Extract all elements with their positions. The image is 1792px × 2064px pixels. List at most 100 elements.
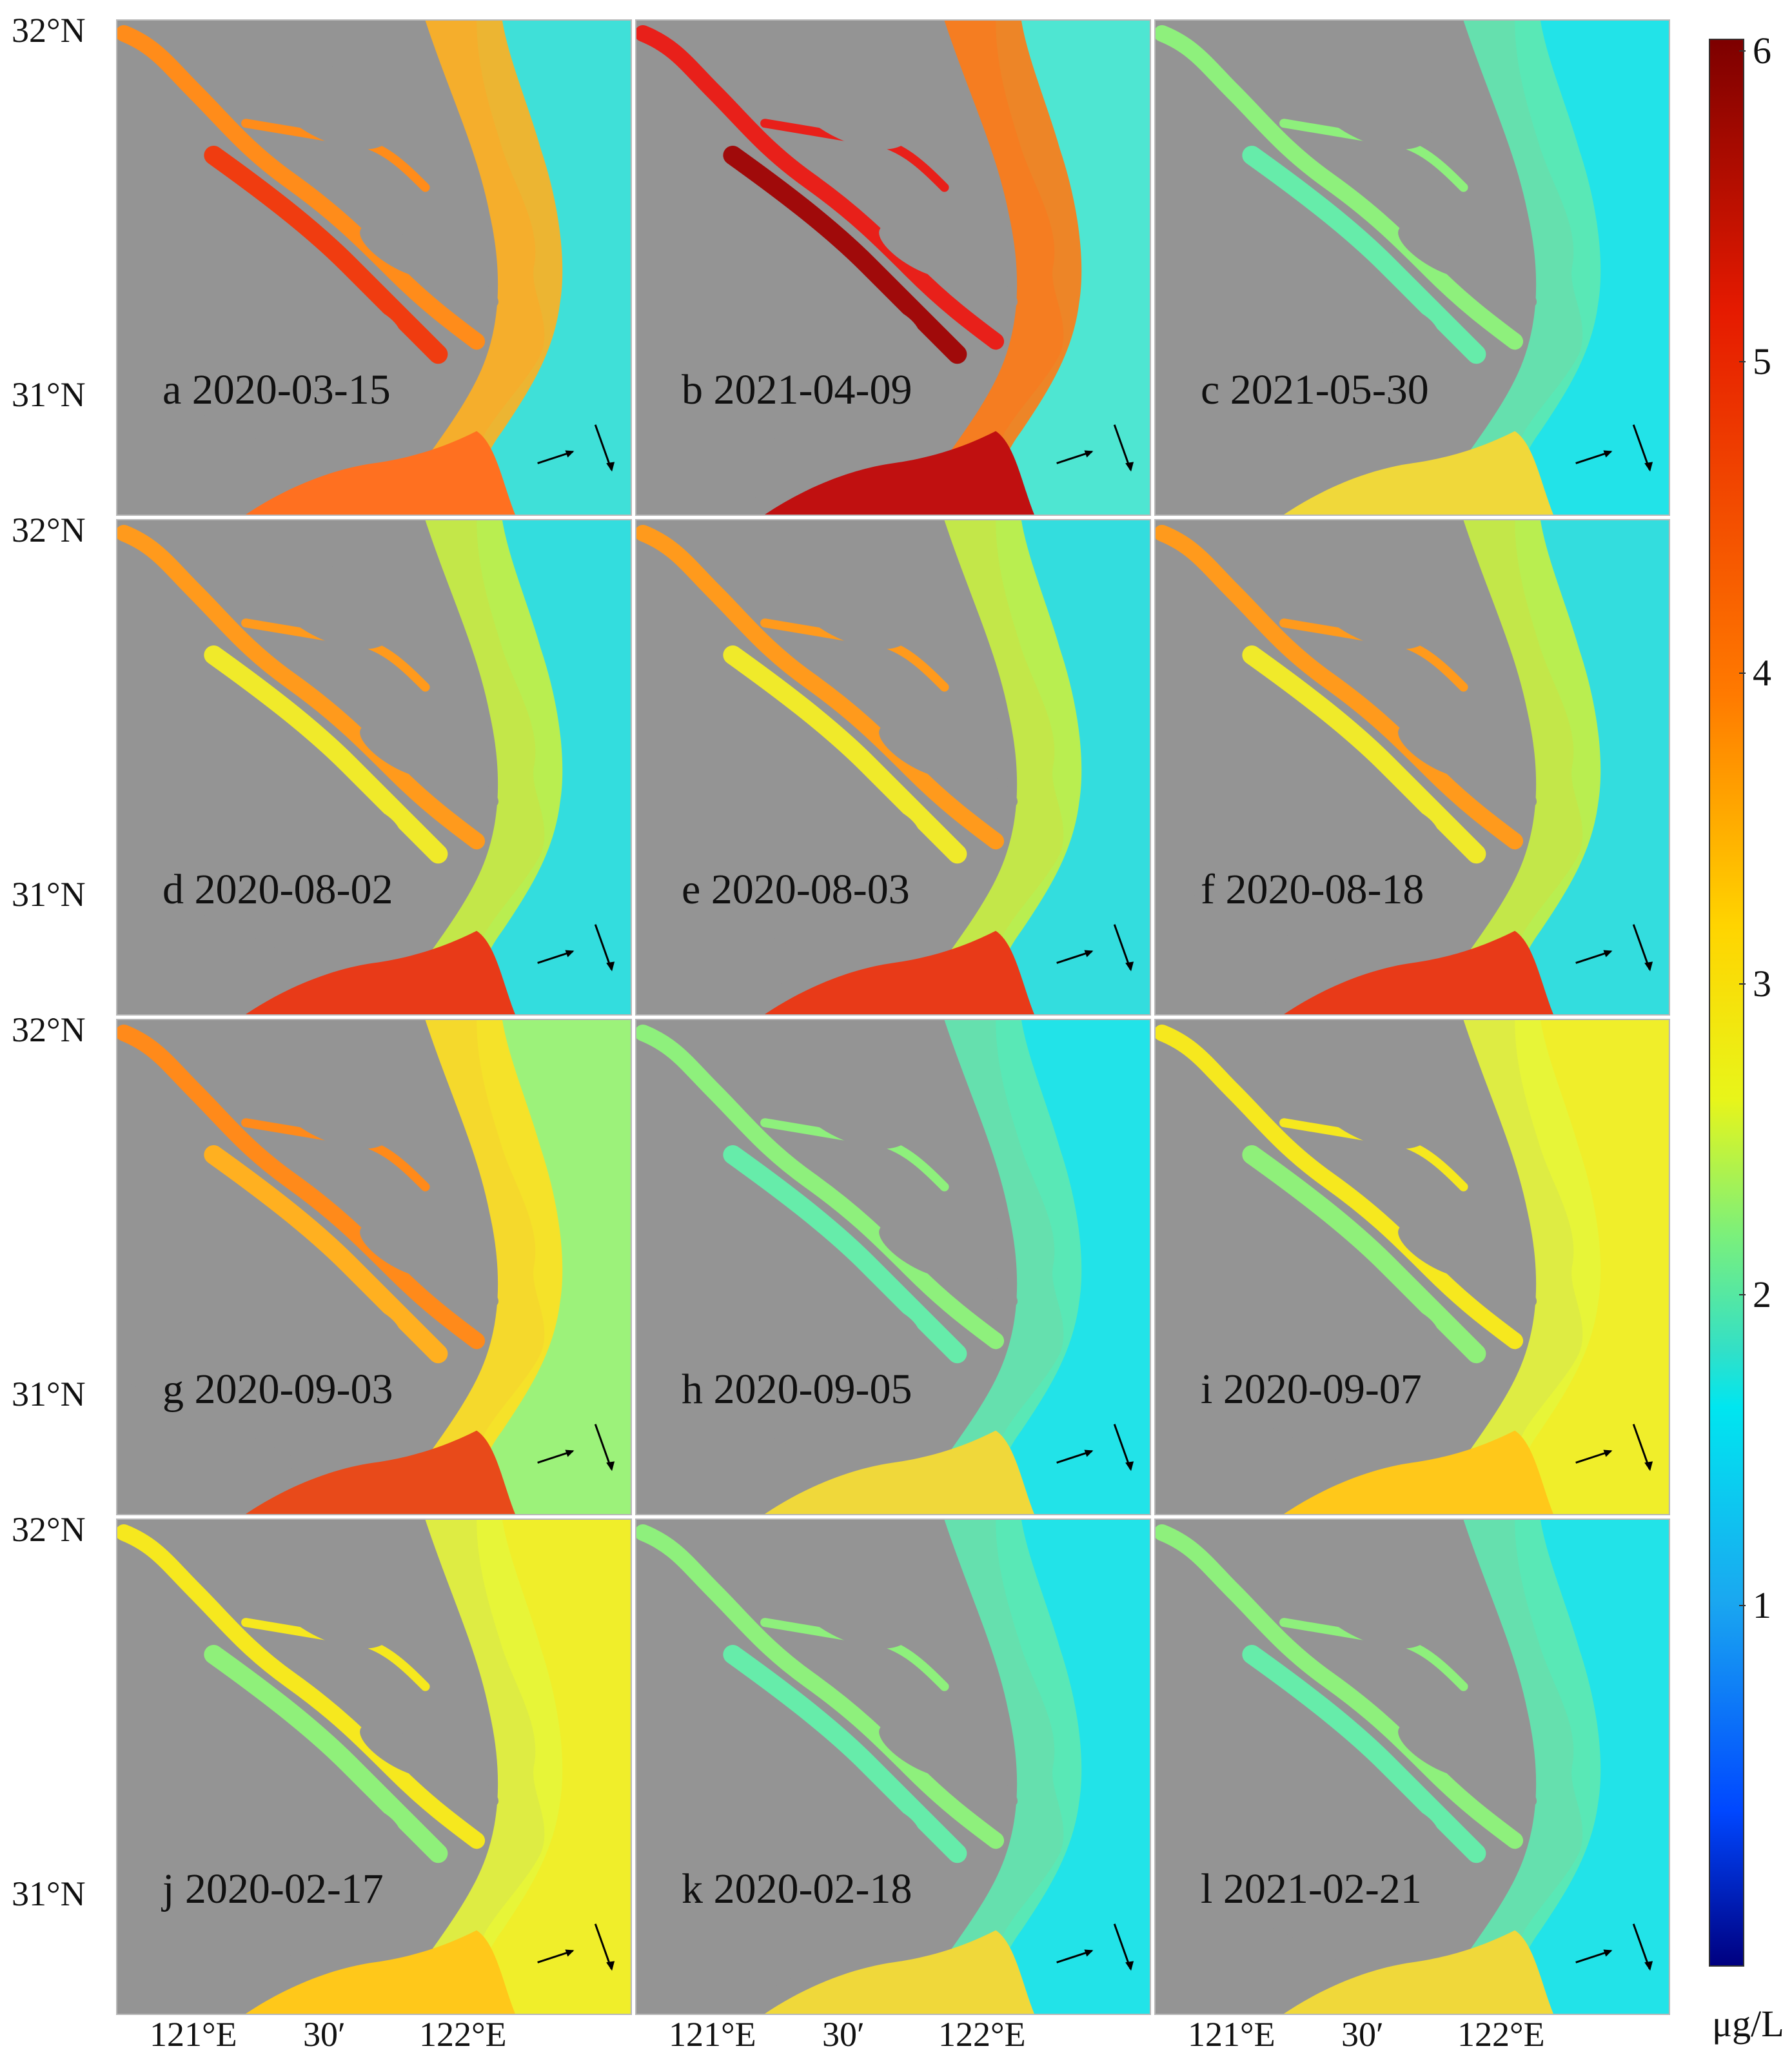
flow-arrow-head xyxy=(1084,950,1094,958)
map-svg xyxy=(636,520,1150,1014)
south-shore xyxy=(636,1879,823,2014)
lat-label-south: 31°N xyxy=(12,375,86,414)
island xyxy=(335,1800,400,1842)
wind-arrow-head xyxy=(606,1461,615,1471)
island xyxy=(455,772,499,807)
lon-label: 122°E xyxy=(1457,2015,1545,2054)
flow-arrow-head xyxy=(565,450,575,458)
lat-label-north: 32°N xyxy=(12,1010,86,1049)
map-svg xyxy=(117,520,631,1014)
lon-label: 121°E xyxy=(150,2015,237,2054)
map-svg xyxy=(117,1520,631,2014)
colorbar-tick-mark xyxy=(1739,672,1746,674)
hangzhou-bay xyxy=(246,1930,515,2014)
island xyxy=(974,1272,1018,1307)
estuary-channel xyxy=(117,524,486,850)
lat-label-south: 31°N xyxy=(12,875,86,914)
lat-label-north: 32°N xyxy=(12,511,86,549)
colorbar-tick-label: 2 xyxy=(1753,1273,1771,1316)
south-shore xyxy=(1156,880,1342,1014)
wind-arrow xyxy=(594,1424,613,1469)
south-channel xyxy=(723,1644,967,1863)
colorbar xyxy=(1709,39,1744,1967)
flow-arrow-head xyxy=(1084,1450,1094,1457)
wind-arrow xyxy=(594,424,613,470)
flow-arrow-head xyxy=(1603,450,1613,458)
south-shore xyxy=(117,1379,304,1514)
island xyxy=(783,1557,913,1649)
island xyxy=(1303,1057,1432,1149)
estuary-channel xyxy=(117,1524,486,1849)
panel-label: d 2020-08-02 xyxy=(162,866,393,913)
coastal-water xyxy=(1431,21,1601,515)
colorbar-tick-label: 3 xyxy=(1753,962,1771,1005)
estuary-channel xyxy=(636,1024,1005,1350)
panel-label: i 2020-09-07 xyxy=(1201,1366,1422,1413)
hangzhou-bay xyxy=(765,431,1034,515)
lon-label: 30′ xyxy=(822,2015,865,2054)
wind-arrow-head xyxy=(1644,1461,1653,1471)
map-svg xyxy=(117,1020,631,1514)
south-channel xyxy=(1242,645,1486,864)
wind-arrow-head xyxy=(1125,961,1134,972)
estuary-channel xyxy=(117,25,486,350)
south-channel xyxy=(723,1145,967,1364)
wind-arrow-head xyxy=(606,462,615,472)
island xyxy=(1493,1272,1537,1307)
estuary-channel xyxy=(636,25,1005,350)
island xyxy=(335,301,400,343)
wind-arrow-head xyxy=(1125,462,1134,472)
south-channel xyxy=(1242,145,1486,364)
wind-arrow-head xyxy=(1644,1961,1653,1971)
flow-arrow-head xyxy=(1084,1949,1094,1957)
lon-label: 30′ xyxy=(303,2015,346,2054)
island xyxy=(1398,1724,1478,1778)
wind-arrow xyxy=(1632,424,1651,470)
south-shore xyxy=(117,380,304,515)
south-shore xyxy=(1156,380,1342,515)
coastal-water xyxy=(912,1520,1082,2014)
colorbar-tick-mark xyxy=(1739,983,1746,985)
island xyxy=(455,1772,499,1807)
coastal-water xyxy=(912,21,1082,515)
panel-label: b 2021-04-09 xyxy=(682,366,912,413)
lat-label-south: 31°N xyxy=(12,1375,86,1413)
estuary-channel xyxy=(1156,1524,1524,1849)
map-panel: c 2021-05-30 xyxy=(1154,19,1670,516)
colorbar-tick-mark xyxy=(1739,1294,1746,1296)
south-channel xyxy=(1242,1644,1486,1863)
coastal-water xyxy=(912,1020,1082,1514)
coastal-water xyxy=(393,520,563,1014)
island xyxy=(783,58,913,150)
island xyxy=(1373,1301,1439,1342)
flow-arrow-head xyxy=(1603,950,1613,958)
flow-arrow-head xyxy=(565,950,575,958)
south-channel xyxy=(204,1145,448,1364)
estuary-channel xyxy=(1156,1024,1524,1350)
south-channel xyxy=(204,1644,448,1863)
map-panel: h 2020-09-05 xyxy=(635,1019,1151,1515)
flow-arrow-head xyxy=(565,1450,575,1457)
map-svg xyxy=(636,1020,1150,1514)
wind-arrow xyxy=(1113,1923,1132,1969)
lat-label-north: 32°N xyxy=(12,11,86,50)
south-shore xyxy=(117,1879,304,2014)
island xyxy=(1493,273,1537,308)
hangzhou-bay xyxy=(246,431,515,515)
south-shore xyxy=(636,380,823,515)
island xyxy=(264,58,394,150)
flow-arrow-head xyxy=(565,1949,575,1957)
map-panel: e 2020-08-03 xyxy=(635,519,1151,1016)
estuary-channel xyxy=(636,524,1005,850)
south-shore xyxy=(117,880,304,1014)
map-svg xyxy=(1156,1520,1669,2014)
panel-label: h 2020-09-05 xyxy=(682,1366,912,1413)
flow-arrow-head xyxy=(1603,1949,1613,1957)
island xyxy=(335,801,400,843)
map-svg xyxy=(1156,21,1669,515)
island xyxy=(360,224,440,279)
panel-label: j 2020-02-17 xyxy=(162,1865,384,1912)
coastal-water xyxy=(912,520,1082,1014)
wind-arrow-head xyxy=(1125,1961,1134,1971)
colorbar-tick-mark xyxy=(1739,1605,1746,1607)
